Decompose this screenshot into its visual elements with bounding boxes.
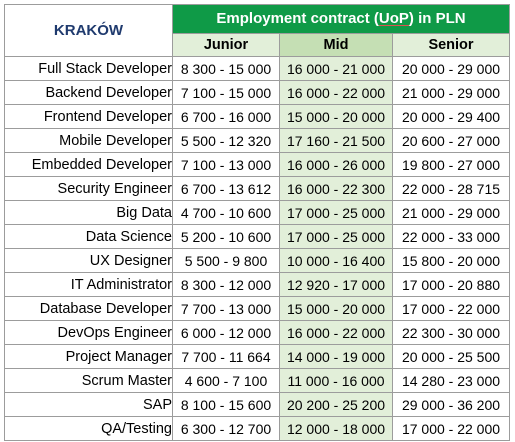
- table-row: Scrum Master 4 600 - 7 100 11 000 - 16 000…: [4, 368, 510, 393]
- senior-salary-cell[interactable]: 22 000 - 28 715: [392, 176, 510, 201]
- table-row: Full Stack Developer 8 300 - 15 000 16 000…: [4, 56, 510, 81]
- senior-salary-cell[interactable]: 17 000 - 22 000: [392, 416, 510, 441]
- mid-salary-cell[interactable]: 16 000 - 26 000: [279, 152, 393, 177]
- table-row: Big Data 4 700 - 10 600 17 000 - 25 000 21 …: [4, 200, 510, 225]
- role-cell[interactable]: Backend Developer: [4, 80, 173, 105]
- mid-salary-cell[interactable]: 17 000 - 25 000: [279, 200, 393, 225]
- role-cell[interactable]: Database Developer: [4, 296, 173, 321]
- role-cell[interactable]: UX Designer: [4, 248, 173, 273]
- senior-salary-cell[interactable]: 22 000 - 33 000: [392, 224, 510, 249]
- senior-salary-cell[interactable]: 14 280 - 23 000: [392, 368, 510, 393]
- role-cell[interactable]: Embedded Developer: [4, 152, 173, 177]
- mid-salary-cell[interactable]: 12 920 - 17 000: [279, 272, 393, 297]
- role-cell[interactable]: Scrum Master: [4, 368, 173, 393]
- senior-salary-cell[interactable]: 17 000 - 22 000: [392, 296, 510, 321]
- level-header-senior[interactable]: Senior: [392, 32, 510, 58]
- junior-salary-cell[interactable]: 8 100 - 15 600: [172, 392, 280, 417]
- senior-salary-cell[interactable]: 20 600 - 27 000: [392, 128, 510, 153]
- mid-salary-cell[interactable]: 17 160 - 21 500: [279, 128, 393, 153]
- table-row: Data Science 5 200 - 10 600 17 000 - 25 00…: [4, 224, 510, 249]
- role-cell[interactable]: DevOps Engineer: [4, 320, 173, 345]
- junior-salary-cell[interactable]: 5 500 - 9 800: [172, 248, 280, 273]
- salary-table: KRAKÓW Employment contract (UoP) in PLN …: [4, 4, 510, 441]
- junior-salary-cell[interactable]: 6 000 - 12 000: [172, 320, 280, 345]
- mid-salary-cell[interactable]: 15 000 - 20 000: [279, 104, 393, 129]
- senior-salary-cell[interactable]: 21 000 - 29 000: [392, 200, 510, 225]
- mid-salary-cell[interactable]: 16 000 - 22 000: [279, 80, 393, 105]
- junior-salary-cell[interactable]: 5 200 - 10 600: [172, 224, 280, 249]
- mid-salary-cell[interactable]: 20 200 - 25 200: [279, 392, 393, 417]
- table-row: Mobile Developer 5 500 - 12 320 17 160 - 2…: [4, 128, 510, 153]
- table-row: Backend Developer 7 100 - 15 000 16 000 - …: [4, 80, 510, 105]
- senior-salary-cell[interactable]: 22 300 - 30 000: [392, 320, 510, 345]
- junior-salary-cell[interactable]: 6 700 - 13 612: [172, 176, 280, 201]
- role-cell[interactable]: Project Manager: [4, 344, 173, 369]
- senior-salary-cell[interactable]: 20 000 - 29 000: [392, 56, 510, 81]
- junior-salary-cell[interactable]: 6 700 - 16 000: [172, 104, 280, 129]
- mid-salary-cell[interactable]: 11 000 - 16 000: [279, 368, 393, 393]
- header-row-contract: KRAKÓW Employment contract (UoP) in PLN: [4, 4, 510, 57]
- table-row: Embedded Developer 7 100 - 13 000 16 000 -…: [4, 152, 510, 177]
- role-cell[interactable]: SAP: [4, 392, 173, 417]
- junior-salary-cell[interactable]: 7 700 - 13 000: [172, 296, 280, 321]
- table-row: Database Developer 7 700 - 13 000 15 000 -…: [4, 296, 510, 321]
- table-row: SAP 8 100 - 15 600 20 200 - 25 200 29 000 -…: [4, 392, 510, 417]
- junior-salary-cell[interactable]: 4 700 - 10 600: [172, 200, 280, 225]
- junior-salary-cell[interactable]: 8 300 - 12 000: [172, 272, 280, 297]
- contract-uop: UoP: [378, 10, 409, 28]
- mid-salary-cell[interactable]: 16 000 - 21 000: [279, 56, 393, 81]
- level-header-mid[interactable]: Mid: [279, 32, 393, 58]
- senior-salary-cell[interactable]: 29 000 - 36 200: [392, 392, 510, 417]
- mid-salary-cell[interactable]: 12 000 - 18 000: [279, 416, 393, 441]
- contract-suffix: ) in PLN: [408, 10, 466, 28]
- table-row: Frontend Developer 6 700 - 16 000 15 000 -…: [4, 104, 510, 129]
- table-row: DevOps Engineer 6 000 - 12 000 16 000 - 22…: [4, 320, 510, 345]
- senior-salary-cell[interactable]: 21 000 - 29 000: [392, 80, 510, 105]
- contract-prefix: Employment contract (: [216, 10, 379, 28]
- salary-sheet: KRAKÓW Employment contract (UoP) in PLN …: [4, 4, 510, 441]
- mid-salary-cell[interactable]: 10 000 - 16 400: [279, 248, 393, 273]
- junior-salary-cell[interactable]: 8 300 - 15 000: [172, 56, 280, 81]
- junior-salary-cell[interactable]: 6 300 - 12 700: [172, 416, 280, 441]
- role-cell[interactable]: Big Data: [4, 200, 173, 225]
- role-cell[interactable]: Data Science: [4, 224, 173, 249]
- role-cell[interactable]: Security Engineer: [4, 176, 173, 201]
- mid-salary-cell[interactable]: 15 000 - 20 000: [279, 296, 393, 321]
- header-row-levels: Junior Mid Senior: [5, 32, 510, 58]
- city-header[interactable]: KRAKÓW: [4, 4, 173, 57]
- mid-salary-cell[interactable]: 16 000 - 22 300: [279, 176, 393, 201]
- senior-salary-cell[interactable]: 20 000 - 25 500: [392, 344, 510, 369]
- level-header-junior[interactable]: Junior: [172, 32, 280, 58]
- junior-salary-cell[interactable]: 4 600 - 7 100: [172, 368, 280, 393]
- junior-salary-cell[interactable]: 7 700 - 11 664: [172, 344, 280, 369]
- senior-salary-cell[interactable]: 17 000 - 20 880: [392, 272, 510, 297]
- mid-salary-cell[interactable]: 17 000 - 25 000: [279, 224, 393, 249]
- mid-salary-cell[interactable]: 16 000 - 22 000: [279, 320, 393, 345]
- senior-salary-cell[interactable]: 15 800 - 20 000: [392, 248, 510, 273]
- contract-type-header[interactable]: Employment contract (UoP) in PLN: [172, 4, 510, 34]
- junior-salary-cell[interactable]: 7 100 - 15 000: [172, 80, 280, 105]
- role-cell[interactable]: IT Administrator: [4, 272, 173, 297]
- table-row: Security Engineer 6 700 - 13 612 16 000 - …: [4, 176, 510, 201]
- mid-salary-cell[interactable]: 14 000 - 19 000: [279, 344, 393, 369]
- junior-salary-cell[interactable]: 5 500 - 12 320: [172, 128, 280, 153]
- table-row: IT Administrator 8 300 - 12 000 12 920 - 1…: [4, 272, 510, 297]
- table-row: QA/Testing 6 300 - 12 700 12 000 - 18 000 1…: [4, 416, 510, 441]
- senior-salary-cell[interactable]: 20 000 - 29 400: [392, 104, 510, 129]
- junior-salary-cell[interactable]: 7 100 - 13 000: [172, 152, 280, 177]
- role-cell[interactable]: Frontend Developer: [4, 104, 173, 129]
- table-row: Project Manager 7 700 - 11 664 14 000 - 19…: [4, 344, 510, 369]
- role-cell[interactable]: QA/Testing: [4, 416, 173, 441]
- table-row: UX Designer 5 500 - 9 800 10 000 - 16 400 1…: [4, 248, 510, 273]
- senior-salary-cell[interactable]: 19 800 - 27 000: [392, 152, 510, 177]
- role-cell[interactable]: Full Stack Developer: [4, 56, 173, 81]
- role-cell[interactable]: Mobile Developer: [4, 128, 173, 153]
